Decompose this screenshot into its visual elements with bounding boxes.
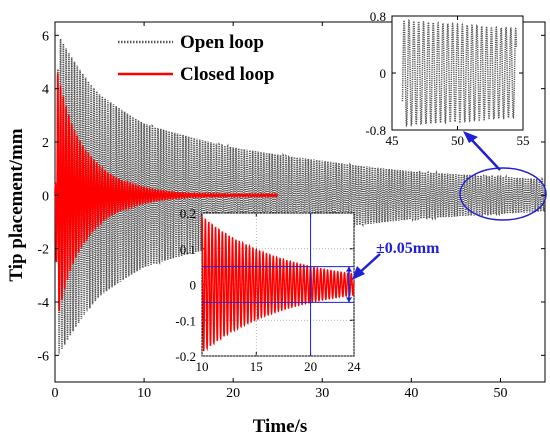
band-bracket-arrow-up xyxy=(346,266,352,272)
band-bracket-arrow-down xyxy=(346,297,352,303)
inset-closed-loop-y-tick-label: -0.1 xyxy=(175,313,196,328)
inset-closed-loop-y-tick-label: 0.2 xyxy=(180,206,196,221)
zoom-arrowhead xyxy=(463,131,478,143)
main-y-tick-label: 6 xyxy=(42,29,49,44)
main-x-tick-label: 30 xyxy=(315,386,329,401)
inset-closed-loop-y-tick-label: 0 xyxy=(190,278,197,293)
band-annotation: ±0.05mm xyxy=(376,240,440,257)
main-x-tick-label: 40 xyxy=(404,386,418,401)
main-y-tick-label: 0 xyxy=(42,189,49,204)
inset-open-loop-x-tick-label: 50 xyxy=(451,133,464,148)
inset-open-loop-y-tick-label: 0 xyxy=(380,66,387,81)
main-y-tick-label: -6 xyxy=(37,349,49,364)
main-x-tick-label: 20 xyxy=(226,386,240,401)
main-series xyxy=(54,38,546,355)
inset-closed-loop-y-tick-label: 0.1 xyxy=(180,242,196,257)
inset-closed-loop-y-tick-label: -0.2 xyxy=(175,349,196,364)
main-y-tick-label: -4 xyxy=(37,296,49,311)
inset-open-loop-x-tick-label: 45 xyxy=(386,133,399,148)
y-axis-label: Tip placement/mm xyxy=(6,128,27,281)
main-y-tick-label: -2 xyxy=(37,243,49,258)
legend-open-loop-label: Open loop xyxy=(180,32,264,53)
inset-closed-loop-x-tick-label: 15 xyxy=(250,359,263,374)
x-axis-label: Time/s xyxy=(253,416,308,437)
main-x-tick-label: 10 xyxy=(137,386,151,401)
open-loop-line xyxy=(54,38,546,355)
closed-loop-line xyxy=(54,73,279,312)
inset-closed-loop-x-tick-label: 20 xyxy=(304,359,317,374)
inset-closed-loop-x-tick-label: 10 xyxy=(196,359,209,374)
zoom-ellipse xyxy=(459,167,547,221)
zoom-arrow xyxy=(469,137,501,171)
main-x-tick-label: 50 xyxy=(493,386,507,401)
band-arrowhead xyxy=(352,266,365,280)
inset-open-loop-line xyxy=(401,18,518,128)
inset-open-loop-x-tick-label: 55 xyxy=(517,133,530,148)
legend: Open loop Closed loop xyxy=(118,32,275,85)
inset-open-loop-y-tick-label: 0.8 xyxy=(370,9,386,24)
inset-closed-loop-x-tick-label: 24 xyxy=(348,359,362,374)
main-y-tick-label: 2 xyxy=(42,136,49,151)
inset-open-loop-y-tick-label: -0.8 xyxy=(365,123,386,138)
legend-closed-loop-label: Closed loop xyxy=(180,64,275,85)
main-y-tick-label: 4 xyxy=(42,83,49,98)
inset-closed-loop-line xyxy=(201,216,355,352)
inset-open-loop: 45 50 55 -0.8 0 0.8 xyxy=(365,9,529,148)
inset-closed-loop: 10 15 20 24 -0.2 -0.1 0 0.1 0.2 xyxy=(175,206,361,374)
main-x-tick-label: 0 xyxy=(52,386,59,401)
